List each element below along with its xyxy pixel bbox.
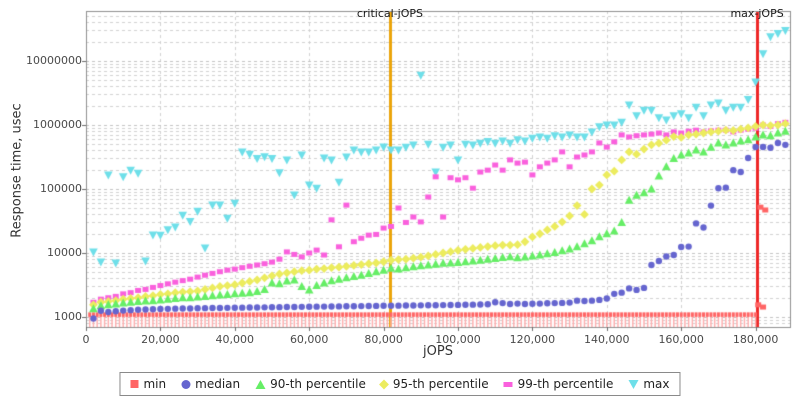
legend-item-95-th-percentile: 95-th percentile bbox=[379, 377, 489, 391]
y-tick-label: 1000000 bbox=[33, 118, 82, 131]
max-jops-label: max-jOPS bbox=[730, 7, 784, 20]
x-tick-label: 140,000 bbox=[584, 333, 630, 346]
legend-item-median: median bbox=[181, 377, 240, 391]
legend-label: max bbox=[643, 377, 670, 391]
critical-jops-label: critical-jOPS bbox=[356, 7, 423, 20]
y-tick-label: 1000 bbox=[54, 310, 82, 323]
chart-legend: min median 90-th percentile 95-th percentil… bbox=[119, 372, 681, 396]
y-axis-title: Response time, usec bbox=[9, 103, 25, 238]
x-tick-label: 20,000 bbox=[141, 333, 180, 346]
y-tick-label: 100000 bbox=[40, 182, 82, 195]
y-tick-label: 10000000 bbox=[26, 54, 82, 67]
y-tick-label: 10000 bbox=[47, 246, 82, 259]
legend-item-max: max bbox=[628, 377, 670, 391]
legend-label: min bbox=[143, 377, 167, 391]
x-tick-label: 40,000 bbox=[215, 333, 255, 346]
legend-label: 99-th percentile bbox=[517, 377, 614, 391]
x-tick-label: 0 bbox=[82, 333, 90, 346]
x-tick-label: 60,000 bbox=[289, 333, 329, 346]
x-tick-label: 160,000 bbox=[658, 333, 704, 346]
plot-canvas bbox=[0, 0, 800, 368]
circle-icon bbox=[181, 379, 191, 389]
x-tick-label: 180,000 bbox=[732, 333, 779, 346]
triangle-up-icon bbox=[255, 379, 266, 389]
tick-square-icon bbox=[130, 380, 139, 388]
legend-label: median bbox=[195, 377, 241, 391]
legend-item-99-th-percentile: 99-th percentile bbox=[503, 377, 614, 391]
diamond-icon bbox=[379, 379, 390, 389]
legend-item-90-th-percentile: 90-th percentile bbox=[255, 377, 366, 391]
legend-label: 95-th percentile bbox=[392, 377, 489, 391]
x-axis-title: jOPS bbox=[423, 344, 453, 359]
triangle-down-icon bbox=[628, 379, 639, 389]
x-tick-label: 120,000 bbox=[509, 333, 556, 346]
x-tick-label: 80,000 bbox=[364, 333, 403, 346]
x-tick-label: 100,000 bbox=[435, 333, 481, 346]
legend-item-min: min bbox=[130, 377, 166, 391]
legend-label: 90-th percentile bbox=[270, 377, 366, 391]
square-icon bbox=[503, 381, 513, 387]
